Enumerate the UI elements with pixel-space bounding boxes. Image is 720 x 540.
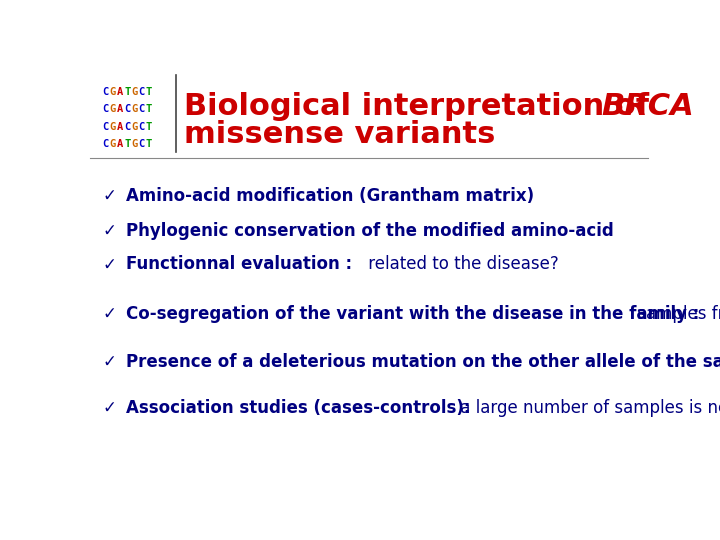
Text: ✓: ✓ <box>102 305 116 323</box>
Text: ✓: ✓ <box>102 353 116 371</box>
Text: missense variants: missense variants <box>184 120 495 148</box>
Text: a large number of samples is needed: a large number of samples is needed <box>455 399 720 417</box>
Text: C: C <box>102 139 109 149</box>
Text: T: T <box>145 139 152 149</box>
Text: C: C <box>124 104 130 114</box>
Text: A: A <box>117 87 123 97</box>
Text: Amino-acid modification (Grantham matrix): Amino-acid modification (Grantham matrix… <box>126 187 534 205</box>
Text: Association studies (cases-controls):: Association studies (cases-controls): <box>126 399 471 417</box>
Text: T: T <box>124 139 130 149</box>
Text: Phylogenic conservation of the modified amino-acid: Phylogenic conservation of the modified … <box>126 222 614 240</box>
Text: C: C <box>138 87 145 97</box>
Text: A: A <box>117 122 123 132</box>
Text: G: G <box>131 87 138 97</box>
Text: T: T <box>124 87 130 97</box>
Text: G: G <box>109 139 116 149</box>
Text: C: C <box>102 122 109 132</box>
Text: G: G <box>109 87 116 97</box>
Text: Functionnal evaluation :: Functionnal evaluation : <box>126 255 352 273</box>
Text: BRCA: BRCA <box>601 92 694 121</box>
Text: C: C <box>102 87 109 97</box>
Text: C: C <box>102 104 109 114</box>
Text: C: C <box>124 122 130 132</box>
Text: T: T <box>145 87 152 97</box>
Text: C: C <box>138 104 145 114</box>
Text: related to the disease?: related to the disease? <box>363 255 559 273</box>
Text: G: G <box>131 104 138 114</box>
Text: T: T <box>145 122 152 132</box>
Text: A: A <box>117 104 123 114</box>
Text: ✓: ✓ <box>102 187 116 205</box>
Text: in trans or in cis ?: in trans or in cis ? <box>719 353 720 371</box>
Text: T: T <box>145 104 152 114</box>
Text: G: G <box>109 104 116 114</box>
Text: C: C <box>138 122 145 132</box>
Text: Co-segregation of the variant with the disease in the family :: Co-segregation of the variant with the d… <box>126 305 700 323</box>
Text: G: G <box>131 122 138 132</box>
Text: C: C <box>138 139 145 149</box>
Text: ✓: ✓ <box>102 399 116 417</box>
Text: Presence of a deleterious mutation on the other allele of the same gene:: Presence of a deleterious mutation on th… <box>126 353 720 371</box>
Text: G: G <box>131 139 138 149</box>
Text: A: A <box>117 139 123 149</box>
Text: samples from affected relatives are needed: samples from affected relatives are need… <box>632 305 720 323</box>
Text: ✓: ✓ <box>102 255 116 273</box>
Text: ✓: ✓ <box>102 222 116 240</box>
Text: Biological interpretation of: Biological interpretation of <box>184 92 660 121</box>
Text: G: G <box>109 122 116 132</box>
